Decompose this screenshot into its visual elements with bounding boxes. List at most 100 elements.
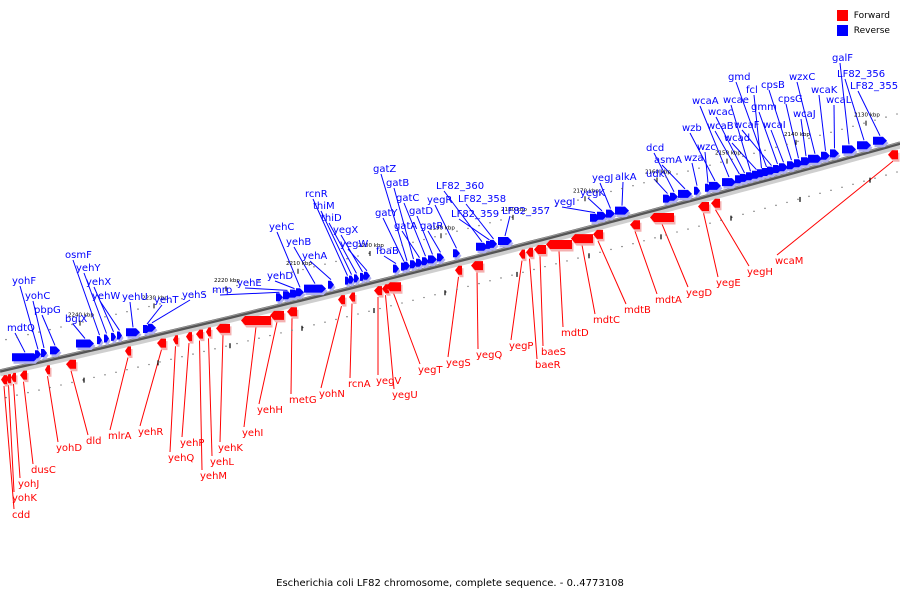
backbone-highlight — [0, 141, 900, 371]
gene-label-thim: thiM — [313, 201, 335, 212]
leader-yehs — [151, 299, 191, 324]
guide-dot — [236, 284, 238, 287]
gene-label-yohf: yohF — [12, 276, 36, 287]
gene-label-yehh: yehH — [257, 405, 283, 416]
leader-yegk — [587, 197, 603, 212]
guide-dot — [346, 258, 348, 260]
tick-label-2230-kbp: 2230 kbp — [142, 295, 168, 301]
gene-label-yohn: yohN — [319, 389, 345, 400]
forward-swatch — [836, 10, 848, 21]
gene-label-yegv: yegV — [376, 376, 401, 387]
guide-dot — [852, 183, 854, 185]
guide-dot — [302, 268, 304, 271]
guide-dot — [335, 260, 337, 263]
gene-label-mdtq: mdtQ — [7, 323, 35, 334]
gene-label-yegt: yegT — [418, 365, 443, 376]
guide-dot — [533, 268, 535, 271]
gene-arrow — [546, 240, 574, 252]
guide-dot — [896, 113, 898, 115]
guide-dot — [346, 316, 348, 318]
gene-arrow — [888, 150, 900, 162]
leader-baer — [529, 258, 538, 360]
guide-dot — [786, 201, 788, 204]
gene-arrow — [349, 292, 357, 304]
leader-yohd — [47, 376, 59, 443]
guide-dot — [786, 143, 788, 146]
guide-dot — [709, 222, 711, 224]
gene-label-yeht: yehT — [154, 295, 179, 306]
legend-forward-label: Forward — [853, 10, 890, 21]
guide-dot — [82, 379, 84, 381]
leader-wzb — [689, 132, 716, 182]
guide-dot — [555, 263, 557, 265]
gene-label-pbpg: pbpG — [34, 305, 61, 316]
guide-dot — [60, 326, 62, 328]
guide-dot — [368, 252, 370, 254]
gene-arrow — [364, 271, 372, 283]
gene-arrow — [157, 338, 168, 351]
leader-lf82-357 — [504, 215, 511, 237]
leader-yohf — [19, 285, 39, 350]
leader-yehp — [181, 343, 190, 438]
guide-dot — [687, 228, 689, 230]
guide-dot — [522, 213, 524, 216]
tick-label-2190-kbp: 2190 kbp — [429, 225, 455, 231]
guide-dot — [841, 128, 843, 131]
guide-dot — [115, 371, 117, 373]
gene-label-mlra: mlrA — [108, 431, 132, 442]
gene-label-wcai: wcaI — [763, 120, 786, 131]
leader-pbpg — [41, 314, 56, 346]
gene-label-yegw: yegW — [340, 239, 368, 250]
guide-dot — [566, 260, 568, 262]
gene-arrow — [374, 286, 384, 298]
tick-label-2220-kbp: 2220 kbp — [214, 278, 240, 284]
guide-dot — [434, 294, 436, 296]
leader-mrp — [219, 291, 280, 296]
gene-label-lf82-360: LF82_360 — [436, 181, 484, 192]
gene-arrow — [709, 181, 723, 193]
leader-wcad — [731, 142, 757, 171]
guide-dot — [588, 196, 590, 198]
gene-label-gmm: gmm — [751, 102, 777, 113]
backbone-shadow — [0, 143, 900, 377]
gene-arrow — [534, 245, 548, 257]
tick-label-2130-kbp: 2130 kbp — [854, 113, 880, 119]
leader-wcab — [714, 130, 740, 175]
guide-dot — [269, 334, 271, 337]
guide-dot — [192, 295, 194, 297]
guide-dot — [599, 251, 601, 254]
guide-dot — [357, 313, 359, 315]
leader-alka — [621, 181, 624, 206]
guide-dot — [610, 190, 612, 193]
leader-fbab — [383, 255, 397, 264]
gene-label-wzxc: wzxC — [789, 72, 815, 83]
gene-label-osmf: osmF — [65, 250, 92, 261]
gene-label-yegi: yegI — [554, 197, 575, 208]
leader-wzc — [704, 151, 709, 183]
gene-label-yehb: yehB — [286, 237, 311, 248]
leader-wcam — [776, 160, 894, 256]
guide-dot — [874, 119, 876, 121]
guide-dot — [566, 202, 568, 204]
guide-dot — [478, 224, 480, 227]
gene-arrow — [126, 328, 142, 339]
gene-label-wcaf: wcaF — [734, 120, 760, 131]
guide-dot — [313, 266, 315, 268]
gene-arrow — [670, 192, 680, 204]
leader-wcac — [715, 116, 745, 174]
leader-thim — [320, 210, 352, 275]
gene-label-yehy: yehY — [76, 263, 101, 274]
leader-yohk — [8, 385, 15, 493]
leader-yehu — [129, 301, 134, 328]
guide-dot — [401, 244, 403, 246]
guide-dot — [71, 381, 73, 384]
gene-arrow — [842, 145, 858, 156]
leader-galf — [839, 62, 850, 145]
leader-yehk — [219, 334, 224, 443]
guide-dot — [753, 210, 755, 213]
gene-label-yegd: yegD — [686, 288, 712, 299]
guide-dot — [500, 277, 502, 279]
gene-arrow — [471, 261, 485, 273]
gene-label-lf82-358: LF82_358 — [458, 194, 506, 205]
gene-arrow — [41, 349, 49, 360]
